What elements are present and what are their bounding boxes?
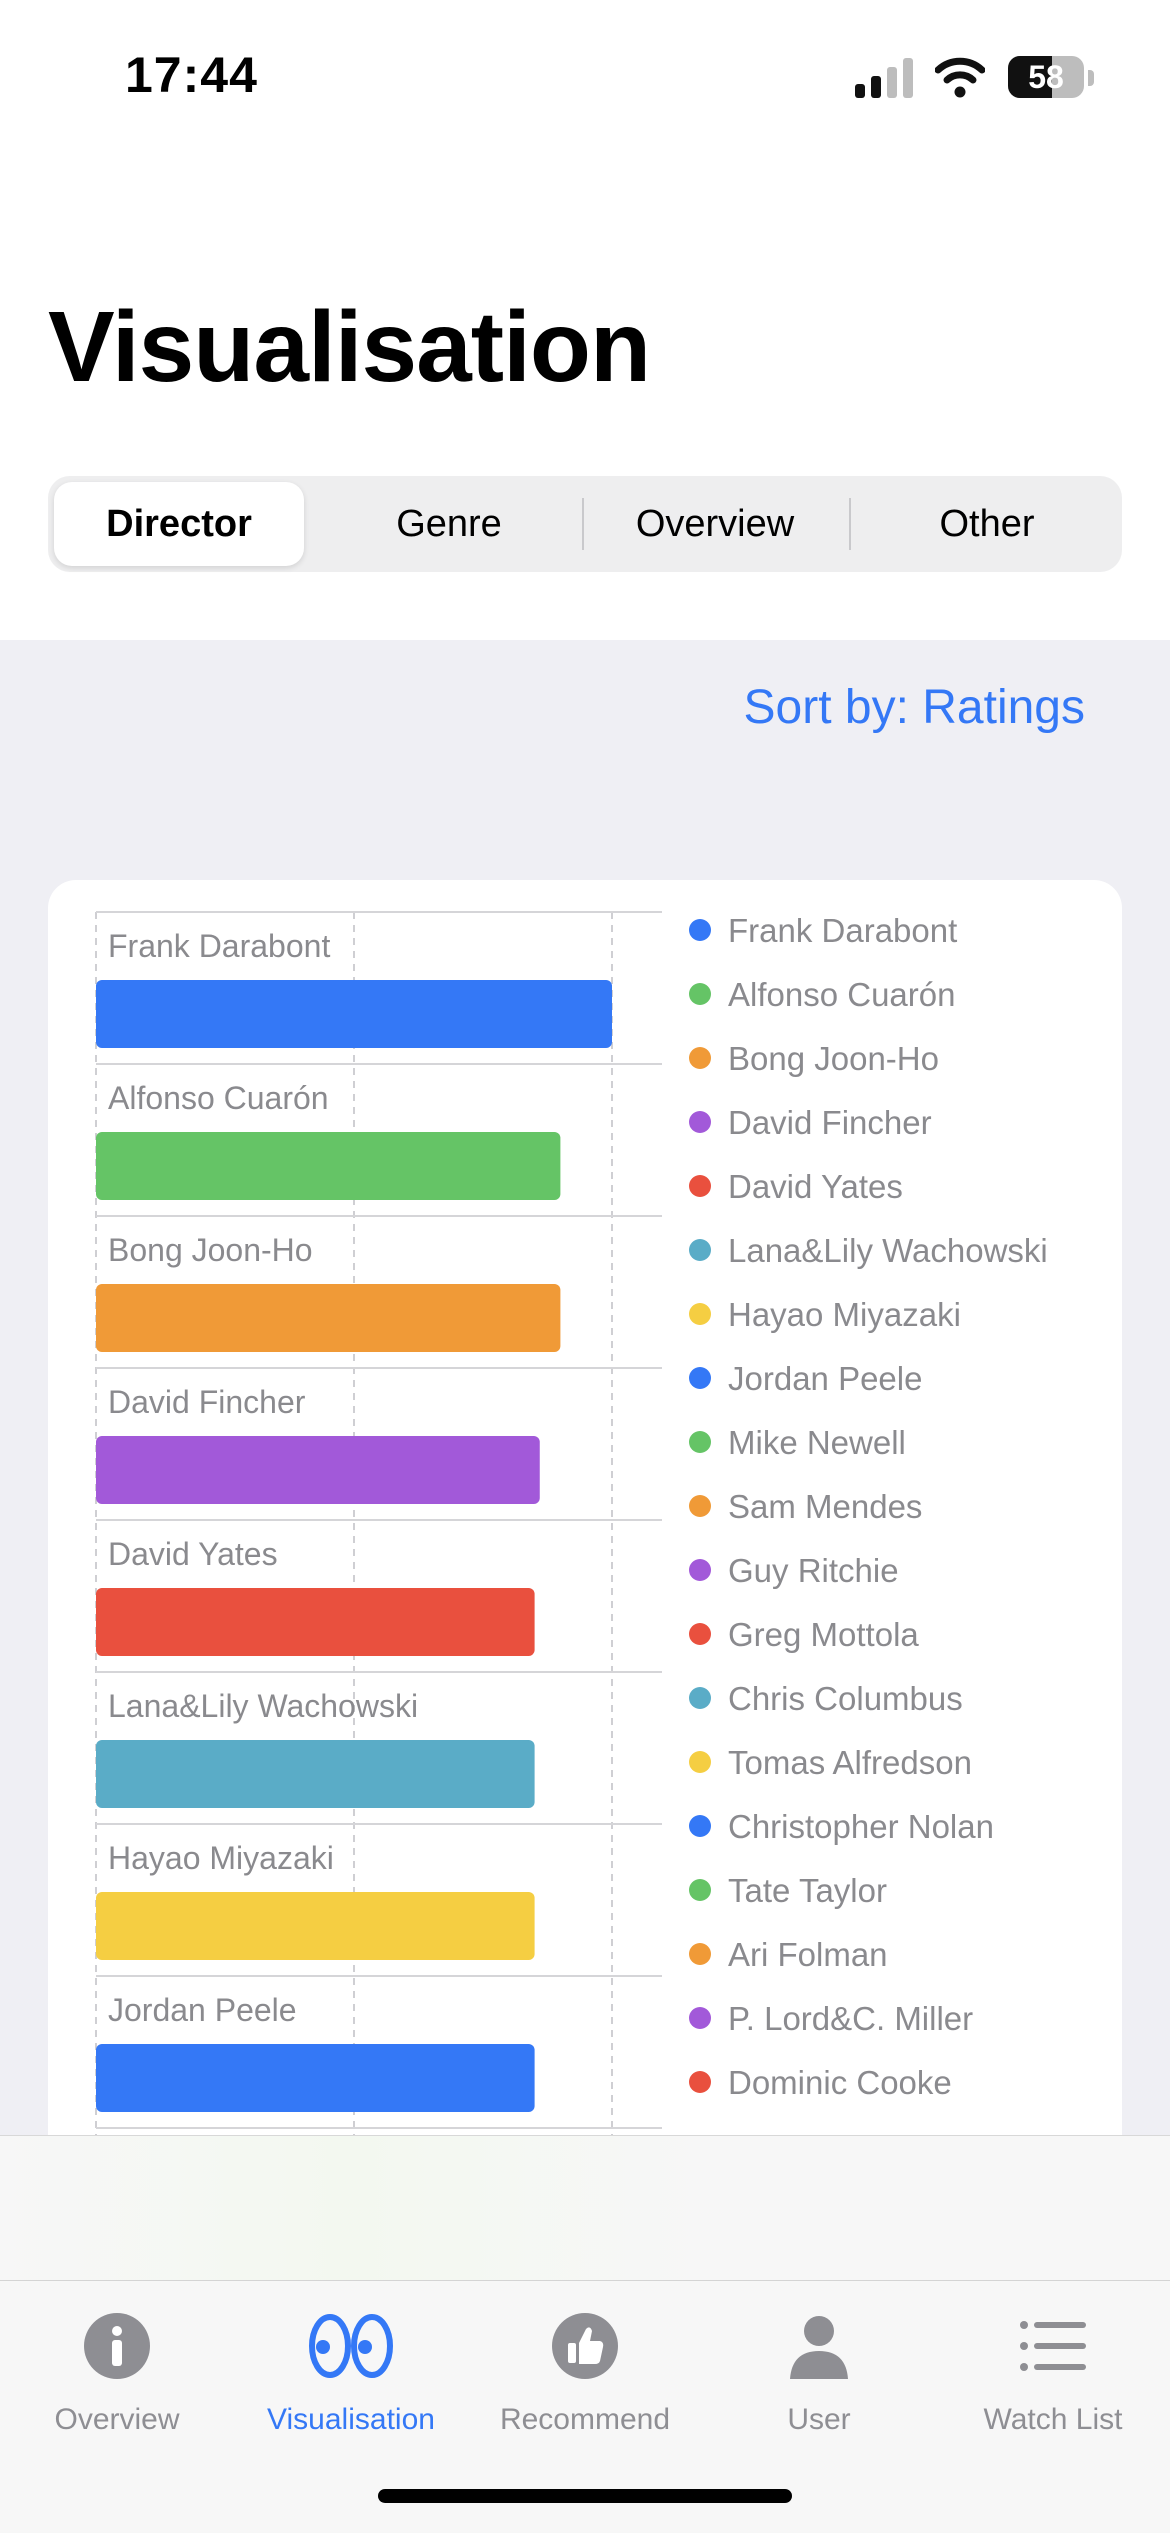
cellular-signal-icon (855, 58, 913, 98)
tab-label: User (787, 2403, 851, 2436)
legend-label: Jordan Peele (728, 1360, 922, 1397)
legend-label: Sam Mendes (728, 1488, 922, 1525)
bar-label: Lana&Lily Wachowski (108, 1688, 418, 1724)
legend-label: Greg Mottola (728, 1616, 919, 1653)
legend-marker (689, 1559, 711, 1581)
legend-label: Lana&Lily Wachowski (728, 1232, 1048, 1269)
legend-marker (689, 1431, 711, 1453)
legend-marker (689, 1495, 711, 1517)
legend-marker (689, 1879, 711, 1901)
battery-icon: 58 (1008, 54, 1094, 100)
legend-label: Christopher Nolan (728, 1808, 994, 1845)
legend-marker (689, 1623, 711, 1645)
legend-label: David Yates (728, 1168, 903, 1205)
info-circle-icon (84, 2313, 150, 2379)
legend-label: Guy Ritchie (728, 1552, 899, 1589)
chart-card[interactable]: Frank Darabont Alfonso Cuarón Bong Joon-Ho… (48, 880, 1122, 2135)
legend-marker (689, 2071, 711, 2093)
bar-label: Hayao Miyazaki (108, 1840, 334, 1876)
status-time: 17:44 (125, 47, 258, 103)
bar (96, 1740, 535, 1808)
legend-label: Chris Columbus (728, 1680, 963, 1717)
segment-divider (582, 498, 584, 550)
legend-marker (689, 1943, 711, 1965)
tab-bar-backdrop (0, 2135, 1170, 2281)
segmented-control: Director Genre Overview Other (48, 476, 1122, 572)
visualisation-content: Sort by: Ratings Frank Darabont Alfonso C… (0, 640, 1170, 2135)
legend-label: Tomas Alfredson (728, 1744, 972, 1781)
tab-watch-list[interactable]: Watch List (936, 2301, 1170, 2451)
legend-label: David Fincher (728, 1104, 932, 1141)
bar (96, 1588, 535, 1656)
bar-label: Jordan Peele (108, 1992, 297, 2028)
legend-marker (689, 1815, 711, 1837)
bar (96, 1892, 535, 1960)
legend-label: Alfonso Cuarón (728, 976, 955, 1013)
person-icon (790, 2316, 848, 2379)
legend-marker (689, 1367, 711, 1389)
legend-marker (689, 1111, 711, 1133)
tab-bar: Overview Visualisation Recommend User (0, 2280, 1170, 2533)
tab-visualisation[interactable]: Visualisation (234, 2301, 468, 2451)
bar-label: Alfonso Cuarón (108, 1080, 329, 1116)
home-indicator (378, 2489, 792, 2503)
director-ratings-chart: Frank Darabont Alfonso Cuarón Bong Joon-Ho… (95, 911, 1048, 2135)
legend-marker (689, 1239, 711, 1261)
legend-marker (689, 1303, 711, 1325)
bar-label: Frank Darabont (108, 928, 330, 964)
bar (96, 2044, 535, 2112)
tab-label: Recommend (499, 2403, 671, 2436)
bar-label: Bong Joon-Ho (108, 1232, 313, 1268)
thumbs-up-icon (552, 2313, 618, 2379)
segment-overview[interactable]: Overview (635, 503, 795, 545)
eyes-icon (309, 2314, 393, 2378)
battery-percentage: 58 (1028, 59, 1064, 95)
tab-label: Overview (54, 2403, 180, 2436)
page-title: Visualisation (48, 291, 651, 403)
legend-label: Tate Taylor (728, 1872, 887, 1909)
tab-label: Visualisation (267, 2403, 435, 2436)
segment-director[interactable]: Director (54, 482, 304, 566)
tab-label: Watch List (983, 2403, 1123, 2436)
legend-label: Bong Joon-Ho (728, 1040, 939, 1077)
tab-recommend[interactable]: Recommend (468, 2301, 702, 2451)
wifi-icon (935, 57, 985, 98)
legend-marker (689, 919, 711, 941)
status-bar: 17:44 58 (0, 0, 1170, 150)
legend-marker (689, 2007, 711, 2029)
segment-divider (849, 498, 851, 550)
tab-user[interactable]: User (702, 2301, 936, 2451)
sort-button[interactable]: Sort by: Ratings (743, 681, 1085, 734)
legend-label: Dominic Cooke (728, 2064, 952, 2101)
tab-overview[interactable]: Overview (0, 2301, 234, 2451)
legend-label: Ari Folman (728, 1936, 888, 1973)
legend-marker (689, 1687, 711, 1709)
legend-marker (689, 983, 711, 1005)
bar (96, 1284, 561, 1352)
legend-label: Frank Darabont (728, 912, 957, 949)
bar-label: David Fincher (108, 1384, 306, 1420)
legend-marker (689, 1175, 711, 1197)
list-icon (1020, 2321, 1086, 2371)
legend-label: Hayao Miyazaki (728, 1296, 961, 1333)
bar (96, 1132, 561, 1200)
segment-other[interactable]: Other (939, 503, 1035, 545)
legend-marker (689, 1047, 711, 1069)
bar (96, 1436, 540, 1504)
legend-label: Mike Newell (728, 1424, 906, 1461)
legend-label: P. Lord&C. Miller (728, 2000, 973, 2037)
bar-label: David Yates (108, 1536, 278, 1572)
segment-genre[interactable]: Genre (396, 503, 502, 545)
legend-marker (689, 1751, 711, 1773)
bar (96, 980, 612, 1048)
